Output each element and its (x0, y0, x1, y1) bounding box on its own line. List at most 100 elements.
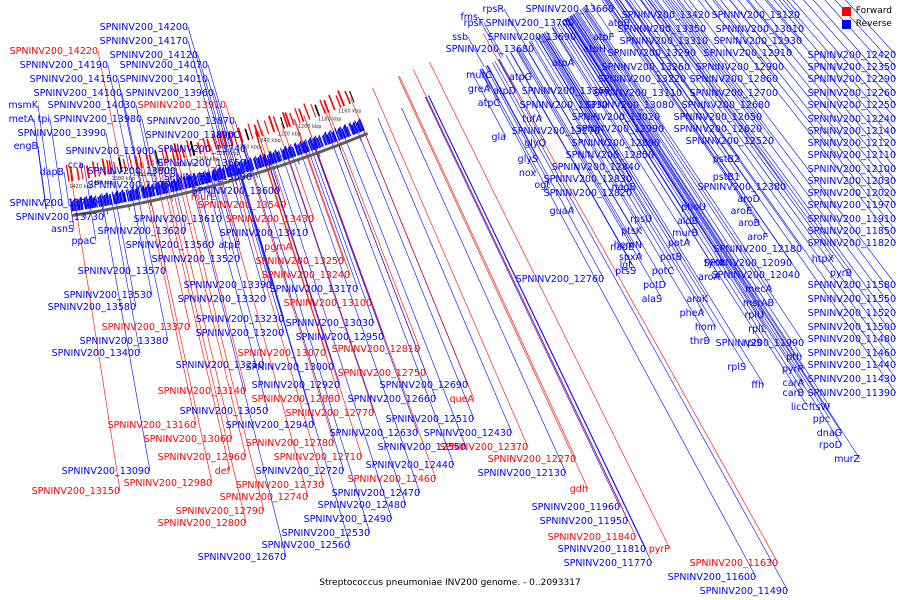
feature-label: SPNINV200_12100 (808, 164, 896, 175)
feature-label: greA (468, 84, 491, 95)
legend-forward: Forward (841, 6, 892, 16)
feature-label: SPNINV200_13100 (284, 298, 372, 309)
label-leader-lines (33, 0, 897, 592)
leader-line (97, 50, 122, 167)
leader-line (534, 38, 675, 272)
feature-label: guaA (550, 206, 575, 217)
feature-label: SPNINV200_13150 (32, 486, 120, 497)
axis-tick (255, 173, 258, 179)
feature-label: nadE (610, 242, 634, 253)
axis-tick (297, 159, 300, 165)
feature-label: murZ (834, 454, 860, 465)
feature-label: SPNINV200_12990 (576, 124, 664, 135)
axis-tick (192, 191, 195, 197)
feature-label: pyrB (830, 268, 852, 279)
leader-line (766, 0, 803, 42)
forward-feature (176, 143, 182, 160)
feature-label: SPNINV200_12530 (282, 528, 370, 539)
reverse-feature (349, 122, 355, 135)
leader-line (747, 0, 793, 54)
reverse-feature (105, 193, 109, 206)
forward-feature (247, 123, 254, 140)
feature-label: msrAB (743, 298, 774, 309)
forward-feature (263, 120, 270, 134)
leader-line (303, 115, 437, 480)
axis-tick (170, 196, 173, 202)
reverse-feature (289, 144, 296, 157)
leader-line (556, 24, 609, 106)
feature-label: SPNINV200_12370 (440, 442, 528, 453)
leader-line (299, 148, 421, 494)
feature-label: SPNINV200_13250 (256, 256, 344, 267)
feature-label: atpB (608, 18, 630, 29)
leader-line (477, 16, 502, 59)
feature-label: SPNINV200_12920 (252, 380, 340, 391)
feature-label: SPNINV200_12440 (366, 460, 454, 471)
feature-label: pheA (680, 308, 705, 319)
axis-tick-label: 1420 kbp (69, 184, 93, 190)
leader-line (481, 68, 757, 578)
reverse-feature (341, 128, 347, 139)
feature-label: SPNINV200_12740 (220, 492, 308, 503)
feature-label: SPNINV200_12900 (696, 62, 784, 73)
reverse-feature (88, 197, 92, 209)
leader-line (498, 59, 517, 92)
feature-labels: SPNINV200_14200SPNINV200_14170SPNINV200_… (8, 4, 896, 597)
leader-line (142, 161, 213, 484)
feature-label: SPNINV200_13660 (526, 4, 614, 15)
feature-label: SPNINV200_13010 (716, 24, 804, 35)
reverse-feature (227, 166, 232, 177)
feature-label: SPNINV200_13350 (618, 24, 706, 35)
feature-label: SPNINV200_12480 (318, 500, 406, 511)
reverse-feature (221, 168, 226, 179)
leader-line (224, 141, 325, 486)
leader-line (111, 198, 141, 354)
feature-label: SPNINV200_14200 (100, 22, 188, 33)
feature-label: SPNINV200_13870 (147, 116, 235, 127)
leader-line (562, 21, 809, 408)
forward-feature (138, 151, 143, 169)
leader-line (585, 5, 661, 118)
leader-line (678, 0, 897, 286)
reverse-feature (157, 183, 161, 195)
leader-line (567, 17, 805, 384)
feature-label: ogt (534, 180, 550, 191)
reverse-feature (226, 167, 231, 178)
feature-label: SPNINV200_14220 (10, 46, 98, 57)
reverse-feature (192, 174, 197, 187)
reverse-feature (182, 177, 187, 189)
reverse-feature (343, 124, 350, 137)
reverse-feature (173, 178, 178, 192)
reverse-feature (177, 178, 182, 191)
forward-feature (349, 91, 355, 103)
leader-line (510, 52, 633, 266)
forward-feature (113, 161, 117, 174)
feature-label: SPNINV200_11630 (690, 558, 778, 569)
leader-line (538, 35, 717, 328)
legend-forward-swatch (841, 6, 851, 16)
leader-line (139, 162, 197, 426)
forward-feature (294, 107, 301, 124)
feature-label: asnS (51, 224, 74, 235)
forward-feature (284, 112, 291, 127)
leader-line (326, 106, 421, 350)
leader-line (255, 163, 371, 534)
reverse-feature (263, 154, 269, 166)
feature-label: SPNINV200_12380 (698, 182, 786, 193)
forward-feature (280, 117, 285, 129)
leader-line (572, 14, 805, 370)
reverse-feature (192, 175, 196, 187)
reverse-feature (115, 191, 119, 204)
reverse-feature (125, 189, 130, 202)
leader-line (428, 95, 647, 550)
reverse-feature (128, 191, 132, 202)
leader-line (575, 12, 803, 358)
feature-label: ppc (813, 414, 830, 425)
leader-line (401, 107, 567, 474)
feature-label: SPNINV200_13410 (220, 228, 308, 239)
axis-tick-label: 1400 kbp (91, 180, 115, 186)
feature-label: SPNINV200_12890 (572, 138, 660, 149)
leader-line (665, 0, 763, 130)
reverse-feature (127, 188, 131, 202)
reverse-feature (222, 167, 227, 179)
